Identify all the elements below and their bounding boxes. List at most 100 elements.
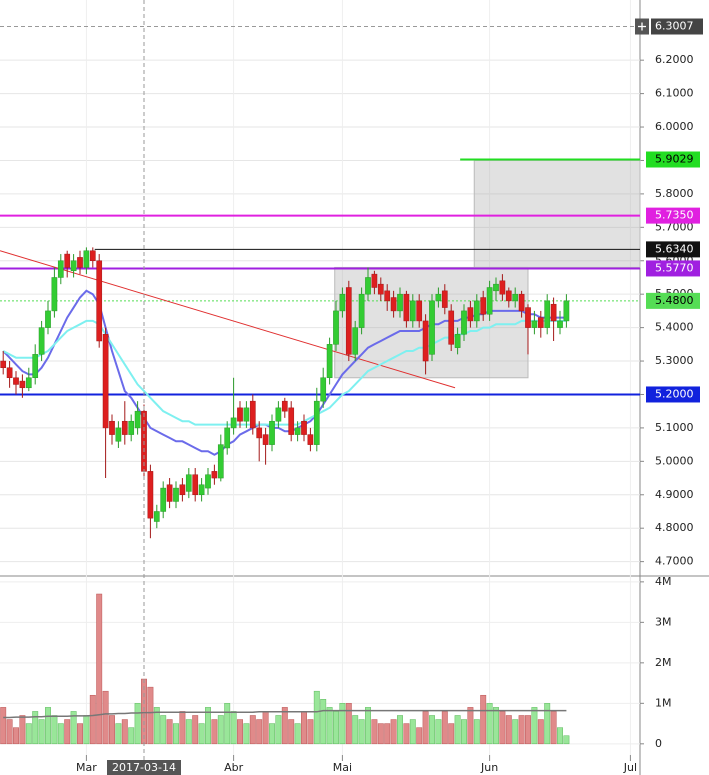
candle-body xyxy=(377,283,384,295)
volume-bar xyxy=(409,719,416,745)
volume-bar xyxy=(134,703,141,745)
volume-bar xyxy=(499,711,506,745)
candle-body xyxy=(493,283,499,292)
candle-body xyxy=(192,474,199,496)
volume-bar xyxy=(333,711,339,745)
candle-body xyxy=(557,320,563,328)
candle-body xyxy=(224,427,231,449)
volume-bar xyxy=(70,711,77,745)
candle-body xyxy=(0,360,7,368)
candle-body xyxy=(51,277,58,312)
volume-bar xyxy=(185,719,192,745)
volume-bar xyxy=(77,723,83,745)
candle-body xyxy=(179,484,186,496)
candle-body xyxy=(326,344,333,379)
y-tick-label: 5.1000 xyxy=(655,421,694,434)
crosshair-price-box xyxy=(651,18,703,35)
candle-body xyxy=(57,260,64,278)
volume-average xyxy=(3,709,567,719)
candle-body xyxy=(339,293,346,312)
volume-bar xyxy=(320,699,327,745)
candle-body xyxy=(128,420,135,435)
volume-bar xyxy=(403,723,410,745)
level-label: 5.9029 xyxy=(655,152,694,165)
y-tick-label: 3M xyxy=(655,615,672,628)
level-label: 5.7350 xyxy=(655,209,694,222)
volume-bar xyxy=(371,719,378,745)
candle-body xyxy=(461,310,467,335)
candle-body xyxy=(473,300,480,322)
candle-body xyxy=(166,484,173,502)
y-tick-label: 4.7000 xyxy=(655,555,694,568)
volume-bar xyxy=(153,707,160,745)
candle-body xyxy=(435,293,442,302)
candle-body xyxy=(294,427,301,435)
crosshair-date-box xyxy=(107,760,181,775)
volume-bar xyxy=(377,723,384,745)
volume-bar xyxy=(262,711,269,745)
crosshair-price-label: 6.3007 xyxy=(655,20,694,33)
candle-body xyxy=(237,407,243,422)
candle-body xyxy=(409,300,416,322)
y-tick-label: 5.8000 xyxy=(655,187,694,200)
volume-bar xyxy=(269,723,275,745)
candle-body xyxy=(205,474,211,489)
volume-bar xyxy=(480,694,487,745)
volume-bar xyxy=(198,723,205,745)
volume-bar xyxy=(128,727,135,745)
candle-body xyxy=(384,290,391,302)
volume-bar xyxy=(166,719,173,745)
volume-bar xyxy=(57,723,64,745)
volume-bar xyxy=(467,707,474,745)
candle-body xyxy=(6,367,13,379)
candle-body xyxy=(185,474,192,492)
volume-bar xyxy=(147,686,154,745)
volume-bar xyxy=(531,707,538,745)
candle-body xyxy=(345,287,352,355)
level-label-box xyxy=(646,207,700,224)
volume-bar xyxy=(544,703,551,745)
volume-bar xyxy=(365,707,371,745)
volume-bar xyxy=(173,723,179,745)
volume-bar xyxy=(384,723,391,745)
candle-body xyxy=(173,487,179,502)
volume-bar xyxy=(352,715,359,745)
volume-bar xyxy=(429,715,435,745)
volume-bar xyxy=(64,719,71,745)
y-tick-label: 5.0000 xyxy=(655,454,694,467)
volume-bar xyxy=(0,707,7,745)
volume-bar xyxy=(13,727,19,745)
candle-body xyxy=(262,434,269,445)
volume-bar xyxy=(115,723,122,745)
volume-bar xyxy=(275,715,282,745)
volume-bar xyxy=(160,715,167,745)
candle-body xyxy=(19,380,26,389)
y-tick-label: 6.1000 xyxy=(655,87,694,100)
volume-bar xyxy=(288,719,295,745)
candle-body xyxy=(448,310,455,345)
volume-bar xyxy=(397,715,403,745)
candle-body xyxy=(147,471,154,519)
volume-bar xyxy=(38,719,45,745)
y-tick-label: 5.3000 xyxy=(655,354,694,367)
volume-bar xyxy=(435,719,442,745)
volume-bar xyxy=(192,715,199,745)
level-label: 5.5770 xyxy=(655,261,694,274)
volume-bar xyxy=(313,690,320,745)
level-label: 5.6340 xyxy=(655,242,694,255)
candle-body xyxy=(269,420,275,445)
x-tick-label: Jul xyxy=(623,761,637,774)
volume-bar xyxy=(211,719,218,745)
volume-bar xyxy=(448,723,455,745)
volume-bar xyxy=(339,703,346,745)
candle-body xyxy=(256,427,263,439)
candle-body xyxy=(243,407,250,422)
candle-body xyxy=(70,260,77,272)
zone xyxy=(473,159,641,268)
volume-bar xyxy=(550,711,557,745)
volume-bar xyxy=(102,690,109,745)
candle-body xyxy=(115,427,122,442)
x-tick-label: Jun xyxy=(480,761,498,774)
volume-bar xyxy=(505,715,512,745)
